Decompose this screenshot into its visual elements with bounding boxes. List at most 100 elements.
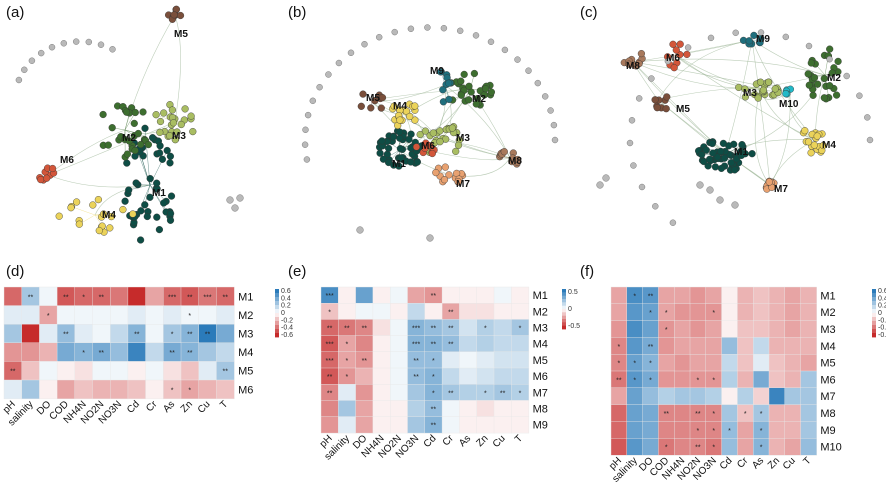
network-node-m5 — [377, 104, 385, 112]
network-node-m3 — [436, 138, 444, 146]
network-node-m9 — [745, 37, 753, 45]
heatmap-cell — [674, 354, 691, 372]
network-node-m6 — [669, 40, 677, 48]
heatmap-cell — [784, 320, 802, 338]
legend-label: 0 — [568, 306, 572, 313]
legend-label: 0.2 — [878, 303, 886, 310]
heatmap-cell — [74, 305, 94, 325]
heatmap-cell — [198, 342, 217, 362]
heatmap-cell — [768, 337, 786, 355]
heatmap-cell — [721, 320, 738, 338]
heatmap-cell — [737, 370, 754, 389]
legend-swatch — [275, 293, 279, 298]
network-node-isolated — [15, 76, 23, 84]
network-node-m4 — [67, 204, 75, 212]
network-node-m1 — [390, 161, 398, 169]
heatmap-cell — [390, 335, 409, 353]
heatmap-column-label: T — [802, 455, 814, 467]
legend-swatch — [562, 309, 566, 313]
network-node-isolated — [652, 203, 659, 210]
heatmap-cell — [338, 303, 357, 320]
heatmap-cell — [92, 324, 111, 344]
heatmap-cell — [163, 305, 182, 325]
network-panel-c: (c) M9 M8 M6 M2 M3 M10 M5 M4 M1 M7 — [580, 4, 874, 226]
heatmap-cell — [689, 320, 707, 338]
network-node-m5 — [663, 93, 671, 101]
heatmap-cell — [610, 303, 628, 322]
heatmap-cell — [511, 416, 530, 434]
heatmap-cell — [658, 354, 675, 372]
heatmap-cell — [109, 286, 129, 307]
heatmap-cell — [338, 416, 357, 434]
network-node-m1 — [413, 158, 421, 166]
significance-marker: * — [432, 374, 435, 381]
significance-marker: ** — [344, 326, 350, 333]
network-node-m5 — [176, 11, 185, 20]
network-node-isolated — [501, 46, 509, 54]
heatmap-cell — [784, 337, 802, 355]
network-nodes — [596, 29, 874, 226]
heatmap-cell — [674, 387, 691, 406]
significance-marker: ** — [63, 332, 69, 339]
network-edge — [174, 14, 181, 123]
significance-marker: * — [712, 377, 715, 384]
heatmap-row-label: M4 — [238, 347, 253, 359]
heatmap-cell — [610, 320, 628, 338]
heatmap-column-label: Cd — [125, 399, 142, 416]
network-node-m8 — [625, 60, 633, 68]
network-node-m3 — [168, 106, 177, 114]
panel-letter-d: (d) — [6, 263, 24, 280]
network-node-m3 — [452, 147, 460, 156]
heatmap-column-label: Cd — [718, 455, 735, 472]
network-node-m1 — [141, 201, 149, 209]
significance-marker: * — [728, 428, 731, 435]
heatmap-row-label: M1 — [820, 290, 835, 302]
heatmap-cell — [390, 384, 409, 401]
significance-marker: * — [618, 361, 621, 368]
significance-marker: ** — [431, 293, 437, 300]
network-node-m1 — [720, 154, 729, 162]
legend-swatch — [872, 301, 876, 306]
network-node-m4 — [406, 112, 414, 121]
heatmap-cell — [39, 286, 58, 307]
heatmap-cell — [626, 337, 644, 355]
network-node-m1 — [155, 226, 164, 234]
network-node-isolated — [534, 79, 541, 87]
heatmap-cell — [768, 387, 786, 406]
network-node-m2 — [487, 88, 496, 96]
network-node-isolated — [805, 42, 813, 50]
significance-marker: * — [760, 411, 763, 418]
significance-marker: ** — [99, 350, 105, 357]
network-node-m5 — [378, 93, 387, 102]
significance-marker: * — [633, 361, 636, 368]
heatmap-cell — [721, 286, 738, 305]
network-edge — [424, 149, 511, 161]
heatmap-cell — [109, 324, 129, 344]
network-node-m1 — [123, 159, 131, 167]
significance-marker: ** — [28, 294, 34, 301]
significance-marker: ** — [63, 294, 69, 301]
heatmap-cell — [705, 354, 723, 372]
heatmap-cell — [390, 351, 409, 369]
heatmap-row-label: M6 — [533, 371, 548, 383]
network-node-m3 — [177, 120, 185, 129]
network-panel-a: (a) M5 M2 M3 M6 M1 M4 — [6, 4, 244, 244]
heatmap-column-label: As — [161, 399, 177, 415]
legend-swatch — [275, 313, 279, 318]
network-node-m1 — [378, 137, 386, 145]
network-node-m1 — [732, 155, 741, 163]
heatmap-row-label: M4 — [533, 339, 548, 351]
legend-swatch — [872, 313, 876, 318]
heatmap-cell — [626, 387, 644, 406]
heatmap-column-label: Cu — [781, 455, 798, 472]
heatmap-cell — [768, 303, 786, 322]
network-node-isolated — [21, 66, 28, 74]
network-node-m9 — [750, 31, 758, 40]
heatmap-cell — [784, 286, 802, 305]
network-node-isolated — [85, 38, 93, 46]
module-label: M3 — [743, 88, 757, 99]
significance-marker: * — [665, 445, 668, 452]
heatmap-cell — [658, 370, 675, 389]
significance-marker: ** — [99, 294, 105, 301]
heatmap-cell — [127, 286, 147, 307]
